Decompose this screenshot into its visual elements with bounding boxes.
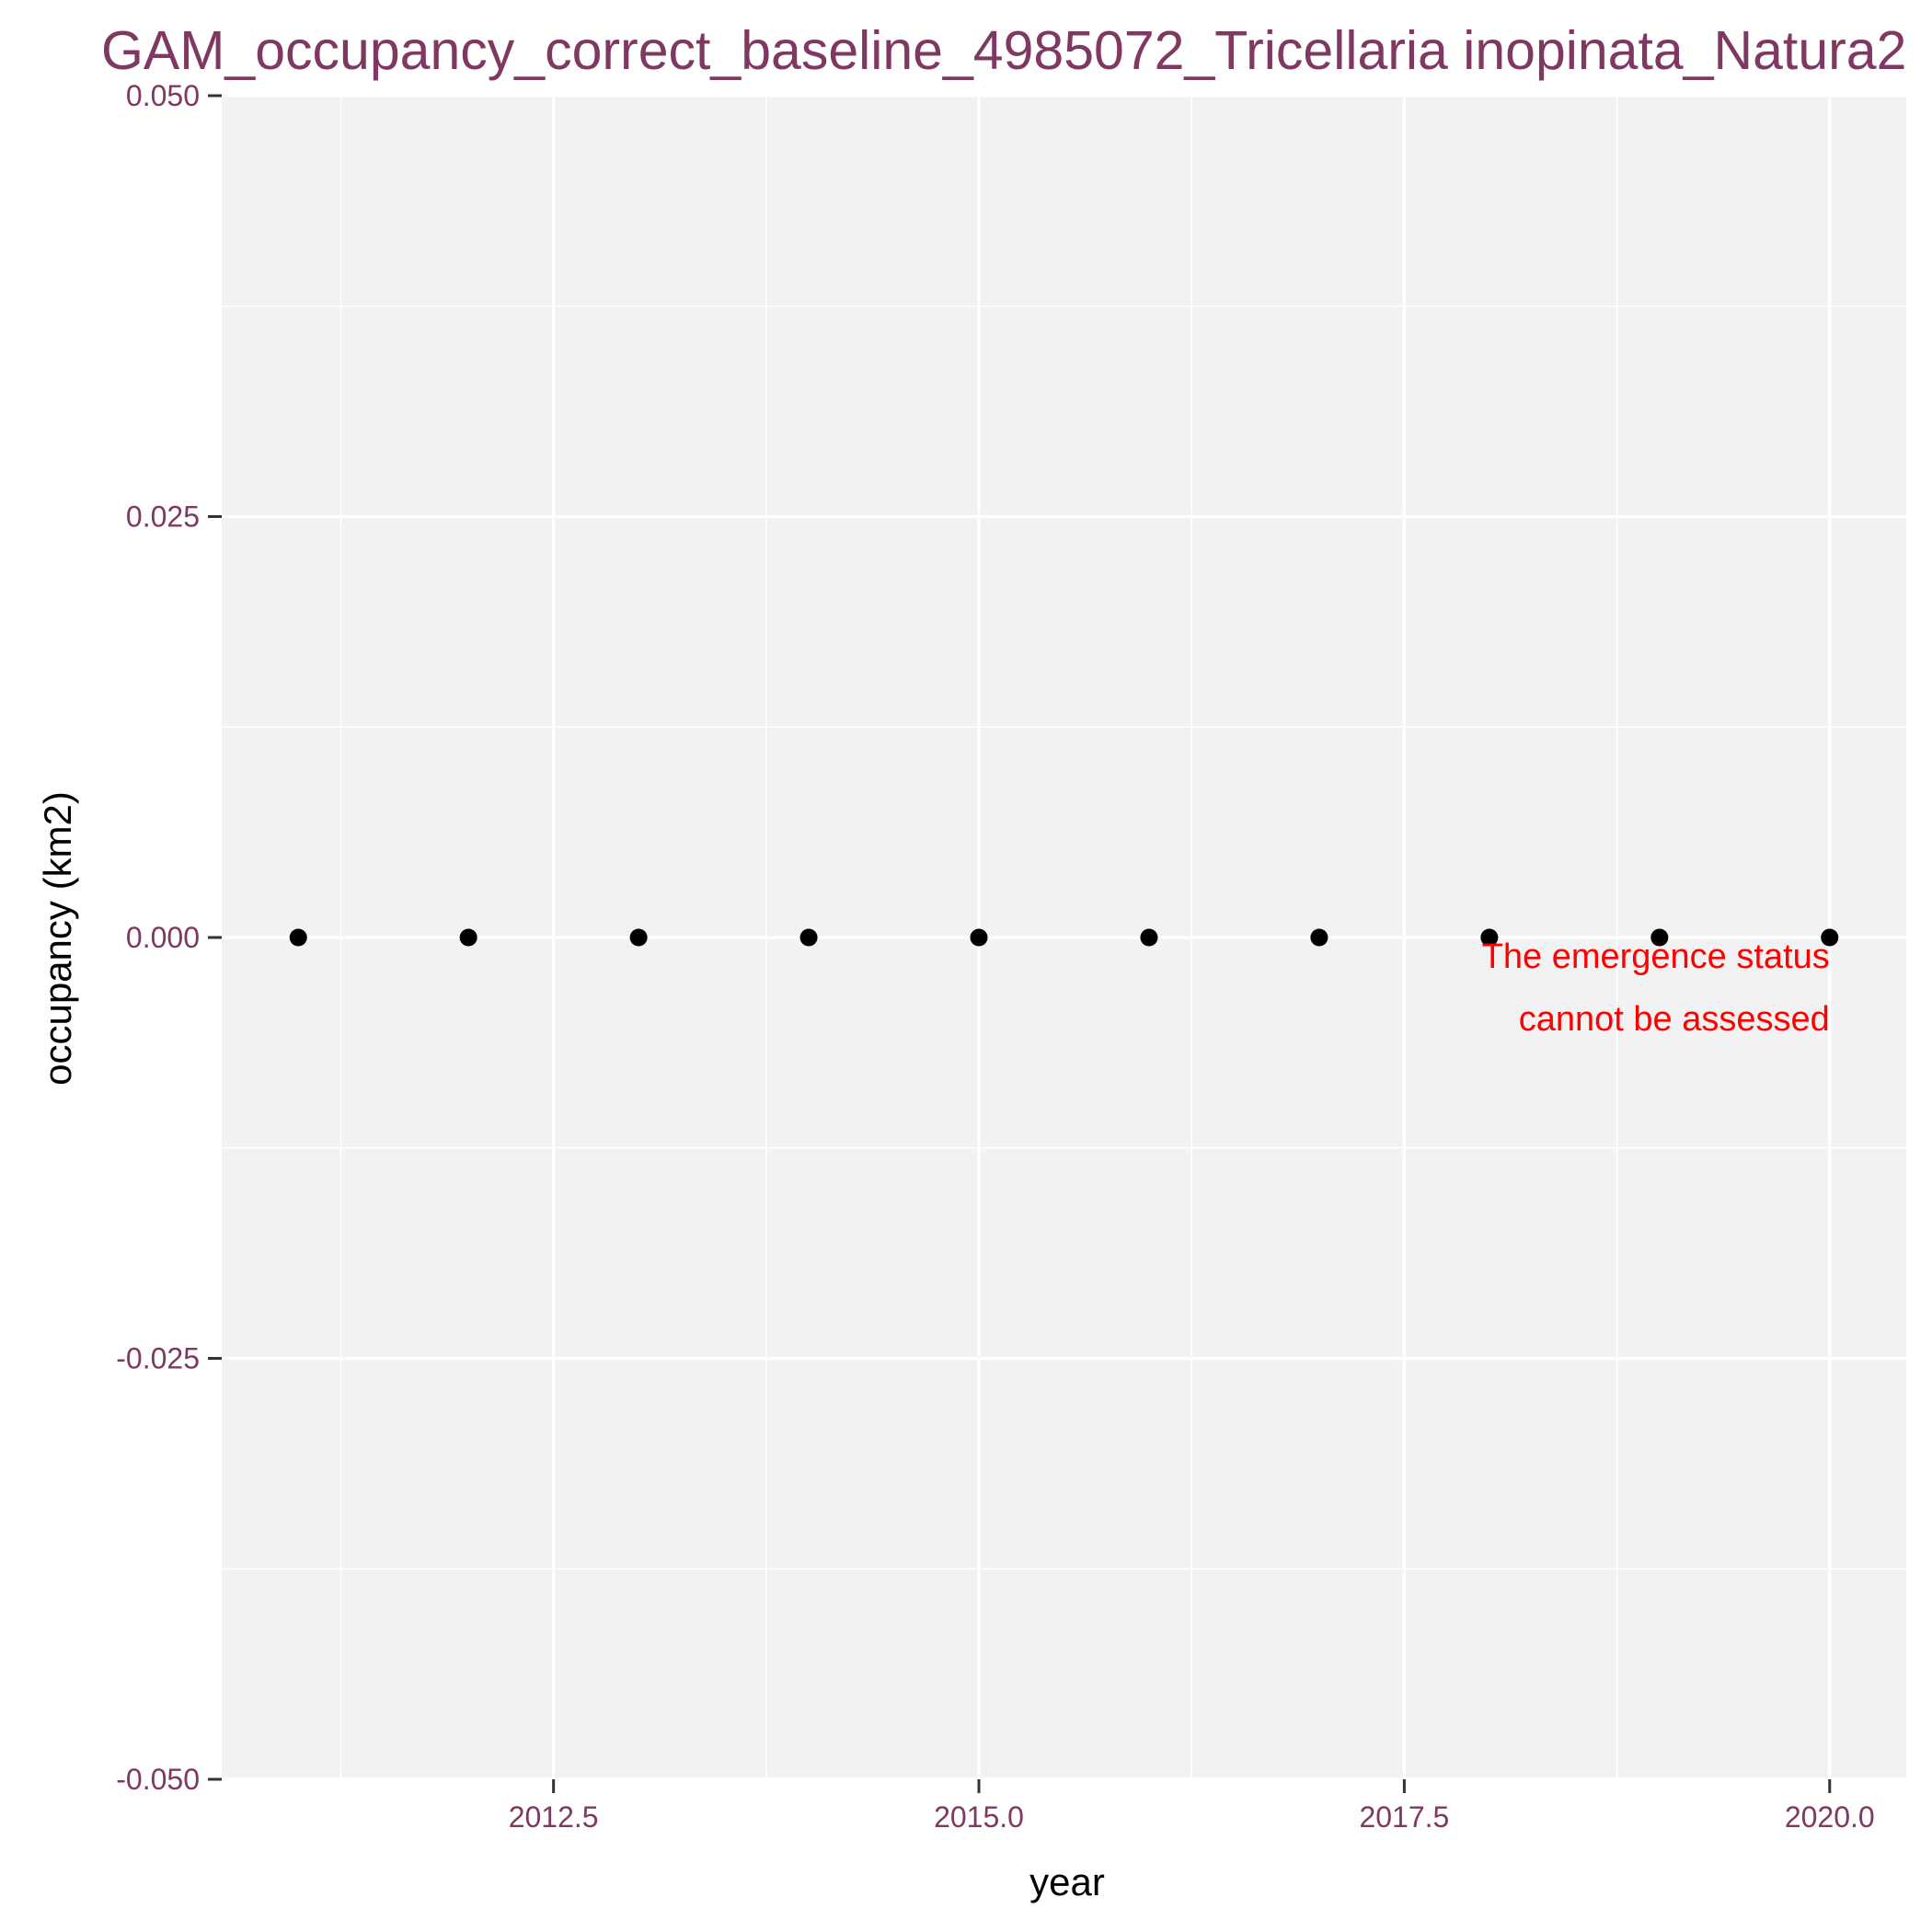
data-point xyxy=(629,928,648,947)
x-tick-label: 2020.0 xyxy=(1785,1800,1875,1834)
data-point xyxy=(799,928,818,947)
data-points xyxy=(289,928,1839,947)
y-tick-label: -0.025 xyxy=(116,1342,200,1375)
annotation-line: cannot be assessed xyxy=(1519,1000,1830,1039)
data-point xyxy=(289,928,307,947)
y-tick-label: 0.050 xyxy=(126,79,200,112)
x-axis-title: year xyxy=(1029,1860,1105,1903)
annotation: The emergence status cannot be assessed xyxy=(1482,937,1830,1039)
data-point xyxy=(970,928,988,947)
annotation-line: The emergence status xyxy=(1482,937,1830,976)
data-point xyxy=(1821,928,1839,947)
data-point xyxy=(459,928,477,947)
y-tick-label: -0.050 xyxy=(116,1763,200,1796)
chart-title: GAM_occupancy_correct_baseline_4985072_T… xyxy=(101,20,1906,81)
data-point xyxy=(1140,928,1158,947)
x-tick-label: 2012.5 xyxy=(509,1800,599,1834)
data-point xyxy=(1650,928,1669,947)
y-tick-label: 0.000 xyxy=(126,921,200,954)
x-tick-label: 2015.0 xyxy=(934,1800,1024,1834)
axes: -0.050 -0.025 0.000 0.025 0.050 2012.5 2015.0 2… xyxy=(116,79,1874,1834)
data-point xyxy=(1480,928,1499,947)
y-tick-label: 0.025 xyxy=(126,500,200,534)
y-axis-title: occupancy (km2) xyxy=(36,791,79,1086)
data-point xyxy=(1310,928,1328,947)
x-tick-label: 2017.5 xyxy=(1359,1800,1449,1834)
